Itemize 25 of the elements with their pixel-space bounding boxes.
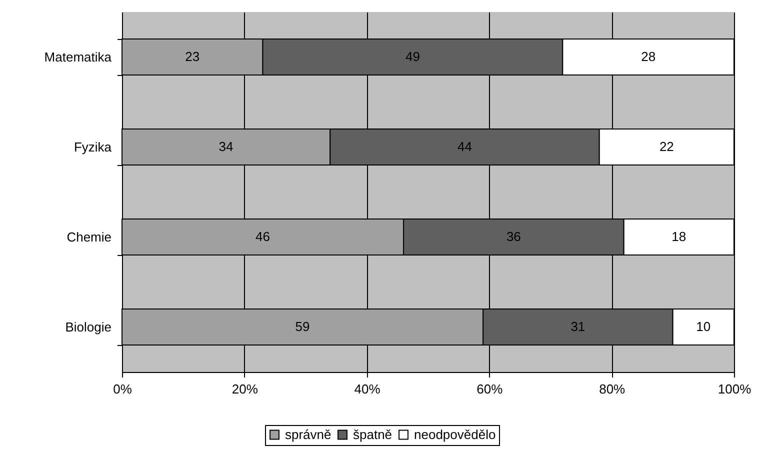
x-tick-label: 80% xyxy=(599,382,626,396)
y-tick-label: Fyzika xyxy=(74,140,112,154)
x-tick-label: 40% xyxy=(354,382,381,396)
data-label: 46 xyxy=(256,229,270,244)
x-tick-label: 60% xyxy=(476,382,504,396)
y-tick-label: Biologie xyxy=(65,320,112,334)
y-tick-label: Matematika xyxy=(44,50,112,64)
data-label: 34 xyxy=(218,139,234,154)
data-label: 49 xyxy=(405,49,420,64)
data-label: 44 xyxy=(457,139,472,154)
x-tick-label: 100% xyxy=(718,382,752,396)
data-label: 18 xyxy=(672,229,686,244)
data-label: 59 xyxy=(295,319,310,334)
y-tick-label: Chemie xyxy=(66,230,112,244)
data-label: 23 xyxy=(185,49,200,64)
legend-label: špatně xyxy=(353,426,392,442)
data-label: 36 xyxy=(506,229,521,244)
legend-label: neodpovědělo xyxy=(414,426,496,442)
x-tick-label: 0% xyxy=(113,382,132,396)
legend-label: správně xyxy=(285,426,332,442)
data-label: 31 xyxy=(570,319,586,334)
x-tick-label: 20% xyxy=(232,382,258,396)
data-label: 22 xyxy=(659,139,674,154)
data-label: 28 xyxy=(641,49,656,64)
data-label: 10 xyxy=(696,319,711,334)
